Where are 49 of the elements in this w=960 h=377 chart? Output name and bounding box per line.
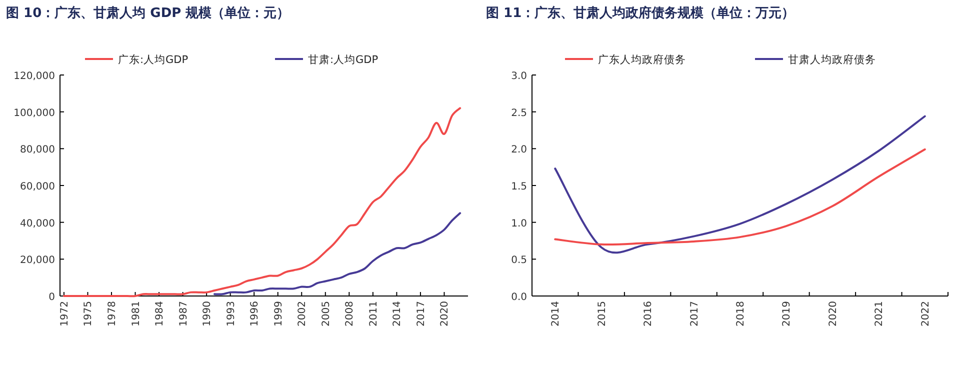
- x-tick-label: 2005: [320, 301, 332, 326]
- x-tick-label: 1984: [154, 301, 166, 326]
- x-tick-label: 2017: [689, 301, 700, 326]
- x-tick-label: 2014: [550, 301, 562, 326]
- x-tick-label: 1993: [226, 301, 237, 326]
- x-tick-label: 2018: [736, 301, 746, 326]
- y-tick-label: 0.0: [511, 292, 527, 303]
- x-tick-label: 2022: [920, 301, 932, 326]
- y-tick-label: 100,000: [14, 108, 55, 119]
- x-tick-label: 2015: [596, 301, 608, 326]
- y-tick-label: 20,000: [20, 255, 55, 266]
- x-tick-label: 1987: [178, 301, 190, 326]
- legend-label: 甘肃人均政府债务: [788, 53, 876, 66]
- y-tick-label: 1.5: [511, 182, 527, 192]
- x-tick-label: 2021: [874, 301, 886, 326]
- x-tick-label: 1999: [273, 301, 284, 326]
- legend-label: 广东:人均GDP: [118, 53, 188, 66]
- x-tick-label: 2020: [440, 301, 451, 326]
- line-series: [62, 107, 462, 298]
- y-tick-label: 2.0: [511, 144, 527, 156]
- y-tick-label: 3.0: [511, 71, 527, 82]
- chart-title: 图 10：广东、甘肃人均 GDP 规模（单位：元）: [6, 5, 290, 21]
- y-tick-label: 2.5: [511, 108, 527, 119]
- x-tick-label: 1978: [106, 301, 118, 326]
- x-tick-label: 2017: [416, 301, 427, 326]
- x-tick-label: 2011: [368, 301, 380, 326]
- y-tick-label: 40,000: [20, 218, 55, 230]
- x-tick-label: 1996: [250, 301, 261, 326]
- line-series: [213, 212, 462, 296]
- legend-label: 甘肃:人均GDP: [308, 53, 378, 66]
- y-tick-label: 0: [48, 292, 55, 303]
- y-tick-label: 80,000: [20, 144, 55, 156]
- x-tick-label: 1972: [59, 301, 70, 326]
- x-tick-label: 2002: [297, 301, 308, 326]
- y-tick-label: 0.5: [511, 255, 527, 266]
- x-tick-label: 1981: [130, 301, 142, 326]
- x-tick-label: 2019: [782, 301, 793, 326]
- x-tick-label: 2020: [828, 301, 839, 326]
- x-tick-label: 2014: [392, 301, 404, 326]
- x-tick-label: 1975: [83, 301, 94, 326]
- x-tick-label: 2008: [344, 301, 356, 326]
- x-tick-label: 2016: [643, 301, 654, 326]
- y-tick-label: 1.0: [511, 218, 527, 230]
- x-tick-label: 1990: [202, 301, 214, 326]
- line-series: [554, 148, 926, 246]
- y-tick-label: 60,000: [20, 182, 55, 192]
- chart-title: 图 11：广东、甘肃人均政府债务规模（单位：万元）: [486, 5, 795, 21]
- y-tick-label: 120,000: [14, 71, 55, 82]
- legend-label: 广东人均政府债务: [598, 53, 686, 66]
